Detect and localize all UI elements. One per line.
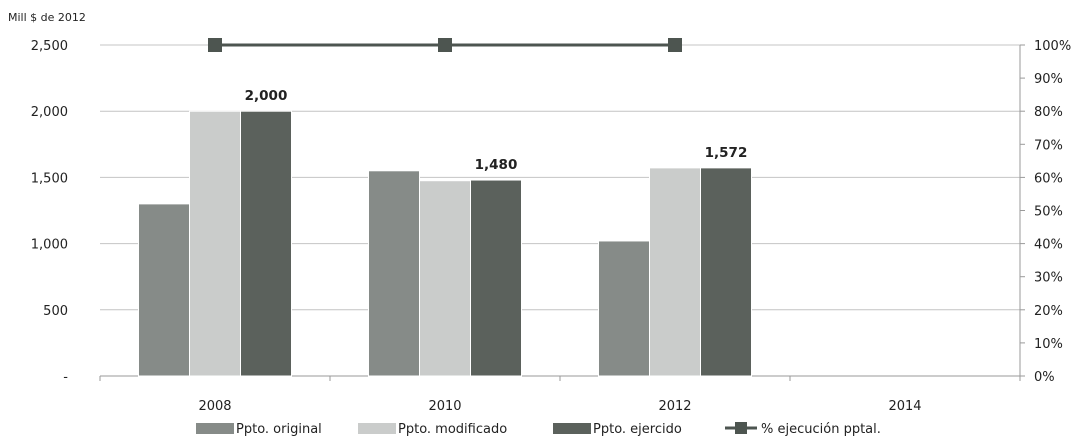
x-tick-label: 2008 [198,399,231,414]
bar [598,240,650,377]
legend-swatch-marker [735,422,747,434]
bar [649,167,701,377]
bar [368,170,420,377]
legend-swatch [196,423,234,434]
y-right-tick-label: 70% [1034,138,1063,153]
bar [240,110,292,377]
y-left-tick-label: 500 [43,304,68,319]
x-axis: 2008 2010 2012 2014 [99,376,1021,414]
bar [138,203,190,377]
line-marker [208,38,222,52]
legend-label: Ppto. ejercido [593,422,682,437]
legend-label: Ppto. modificado [398,422,507,437]
left-axis: - 500 1,000 1,500 2,000 2,500 [31,39,69,385]
legend-label: Ppto. original [236,422,322,437]
bar [700,167,752,377]
y-left-tick-label: 2,500 [31,39,68,54]
data-labels: 2,000 1,480 1,572 [245,88,748,173]
y-right-tick-label: 40% [1034,238,1063,253]
bar [419,180,471,377]
line-series [208,38,682,52]
data-label: 2,000 [245,88,288,104]
bar [470,179,522,377]
y-right-tick-label: 60% [1034,171,1063,186]
line-marker [668,38,682,52]
y-right-tick-label: 100% [1034,39,1071,54]
bars [138,110,752,377]
y-right-tick-label: 50% [1034,205,1063,220]
y-right-tick-label: 0% [1034,370,1055,385]
unit-label: Mill $ de 2012 [8,11,86,24]
legend: Ppto. original Ppto. modificado Ppto. ejer… [196,422,881,437]
y-right-tick-label: 90% [1034,72,1063,87]
y-left-tick-label: 1,500 [31,171,68,186]
y-right-tick-label: 80% [1034,105,1063,120]
y-right-tick-label: 30% [1034,271,1063,286]
y-left-tick-label: 2,000 [31,105,68,120]
data-label: 1,480 [475,157,518,173]
legend-swatch [553,423,591,434]
legend-swatch [358,423,396,434]
y-left-tick-label: - [63,370,68,385]
x-tick-label: 2012 [658,399,691,414]
y-right-tick-label: 20% [1034,304,1063,319]
y-right-tick-label: 10% [1034,337,1063,352]
data-label: 1,572 [705,145,748,161]
right-axis: 0% 10% 20% 30% 40% 50% 60% 70% 80% 90% 100% [1019,39,1071,385]
legend-label: % ejecución pptal. [761,422,881,437]
x-tick-label: 2014 [888,399,921,414]
x-tick-label: 2010 [428,399,461,414]
line-marker [438,38,452,52]
bar [189,110,241,377]
y-left-tick-label: 1,000 [31,238,68,253]
